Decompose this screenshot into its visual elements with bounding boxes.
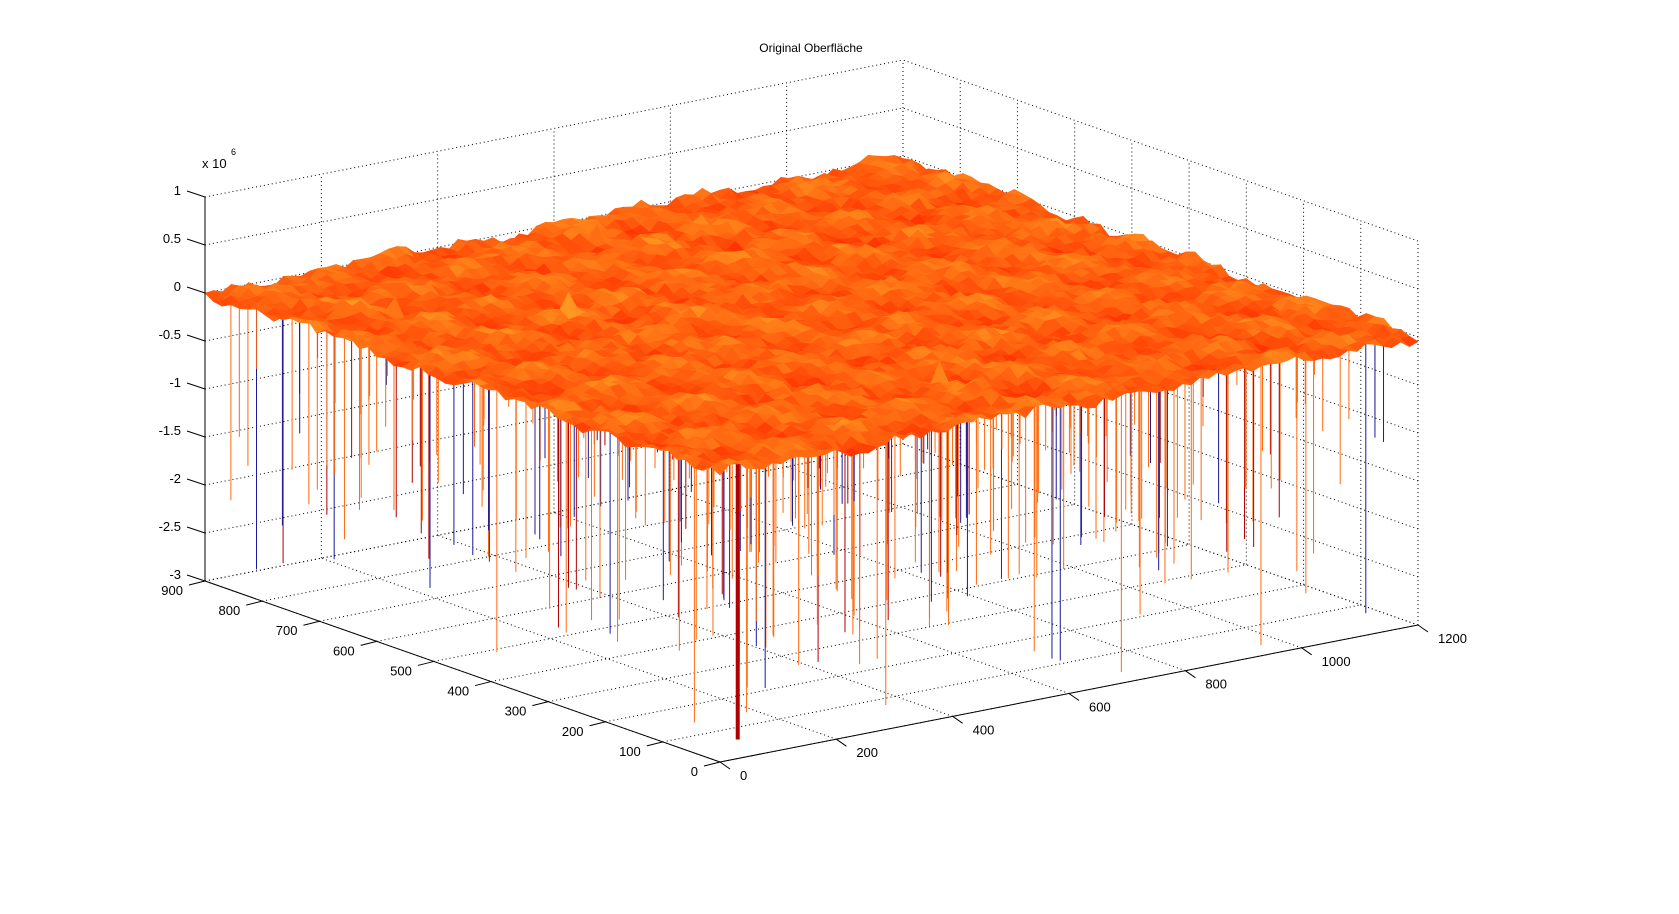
floor-grid-line — [491, 544, 1190, 683]
floor-grid-line — [662, 604, 1361, 743]
floor-grid-line — [262, 463, 961, 602]
floor-grid-line — [548, 564, 1247, 703]
floor-grid-line — [786, 466, 1302, 649]
wall-grid-line — [902, 107, 1419, 290]
wall-grid-line — [902, 59, 1419, 242]
wall-grid-line — [902, 155, 1419, 338]
wall-grid-line — [902, 395, 1419, 578]
wall-grid-line — [204, 59, 904, 198]
wall-grid-line — [204, 443, 904, 582]
surface-mesh — [204, 154, 1419, 476]
floor-grid-line — [319, 483, 1018, 622]
floor-grid-line — [433, 523, 1132, 662]
wall-grid-line — [204, 107, 904, 246]
floor-grid-line — [605, 584, 1304, 723]
floor-grid-line — [670, 489, 1186, 672]
floor-grid-line — [553, 512, 1070, 694]
wall-grid-line — [902, 443, 1419, 626]
floor-grid-line — [376, 503, 1075, 642]
floor-grid-line — [321, 557, 837, 740]
floor-grid-line — [437, 534, 953, 717]
